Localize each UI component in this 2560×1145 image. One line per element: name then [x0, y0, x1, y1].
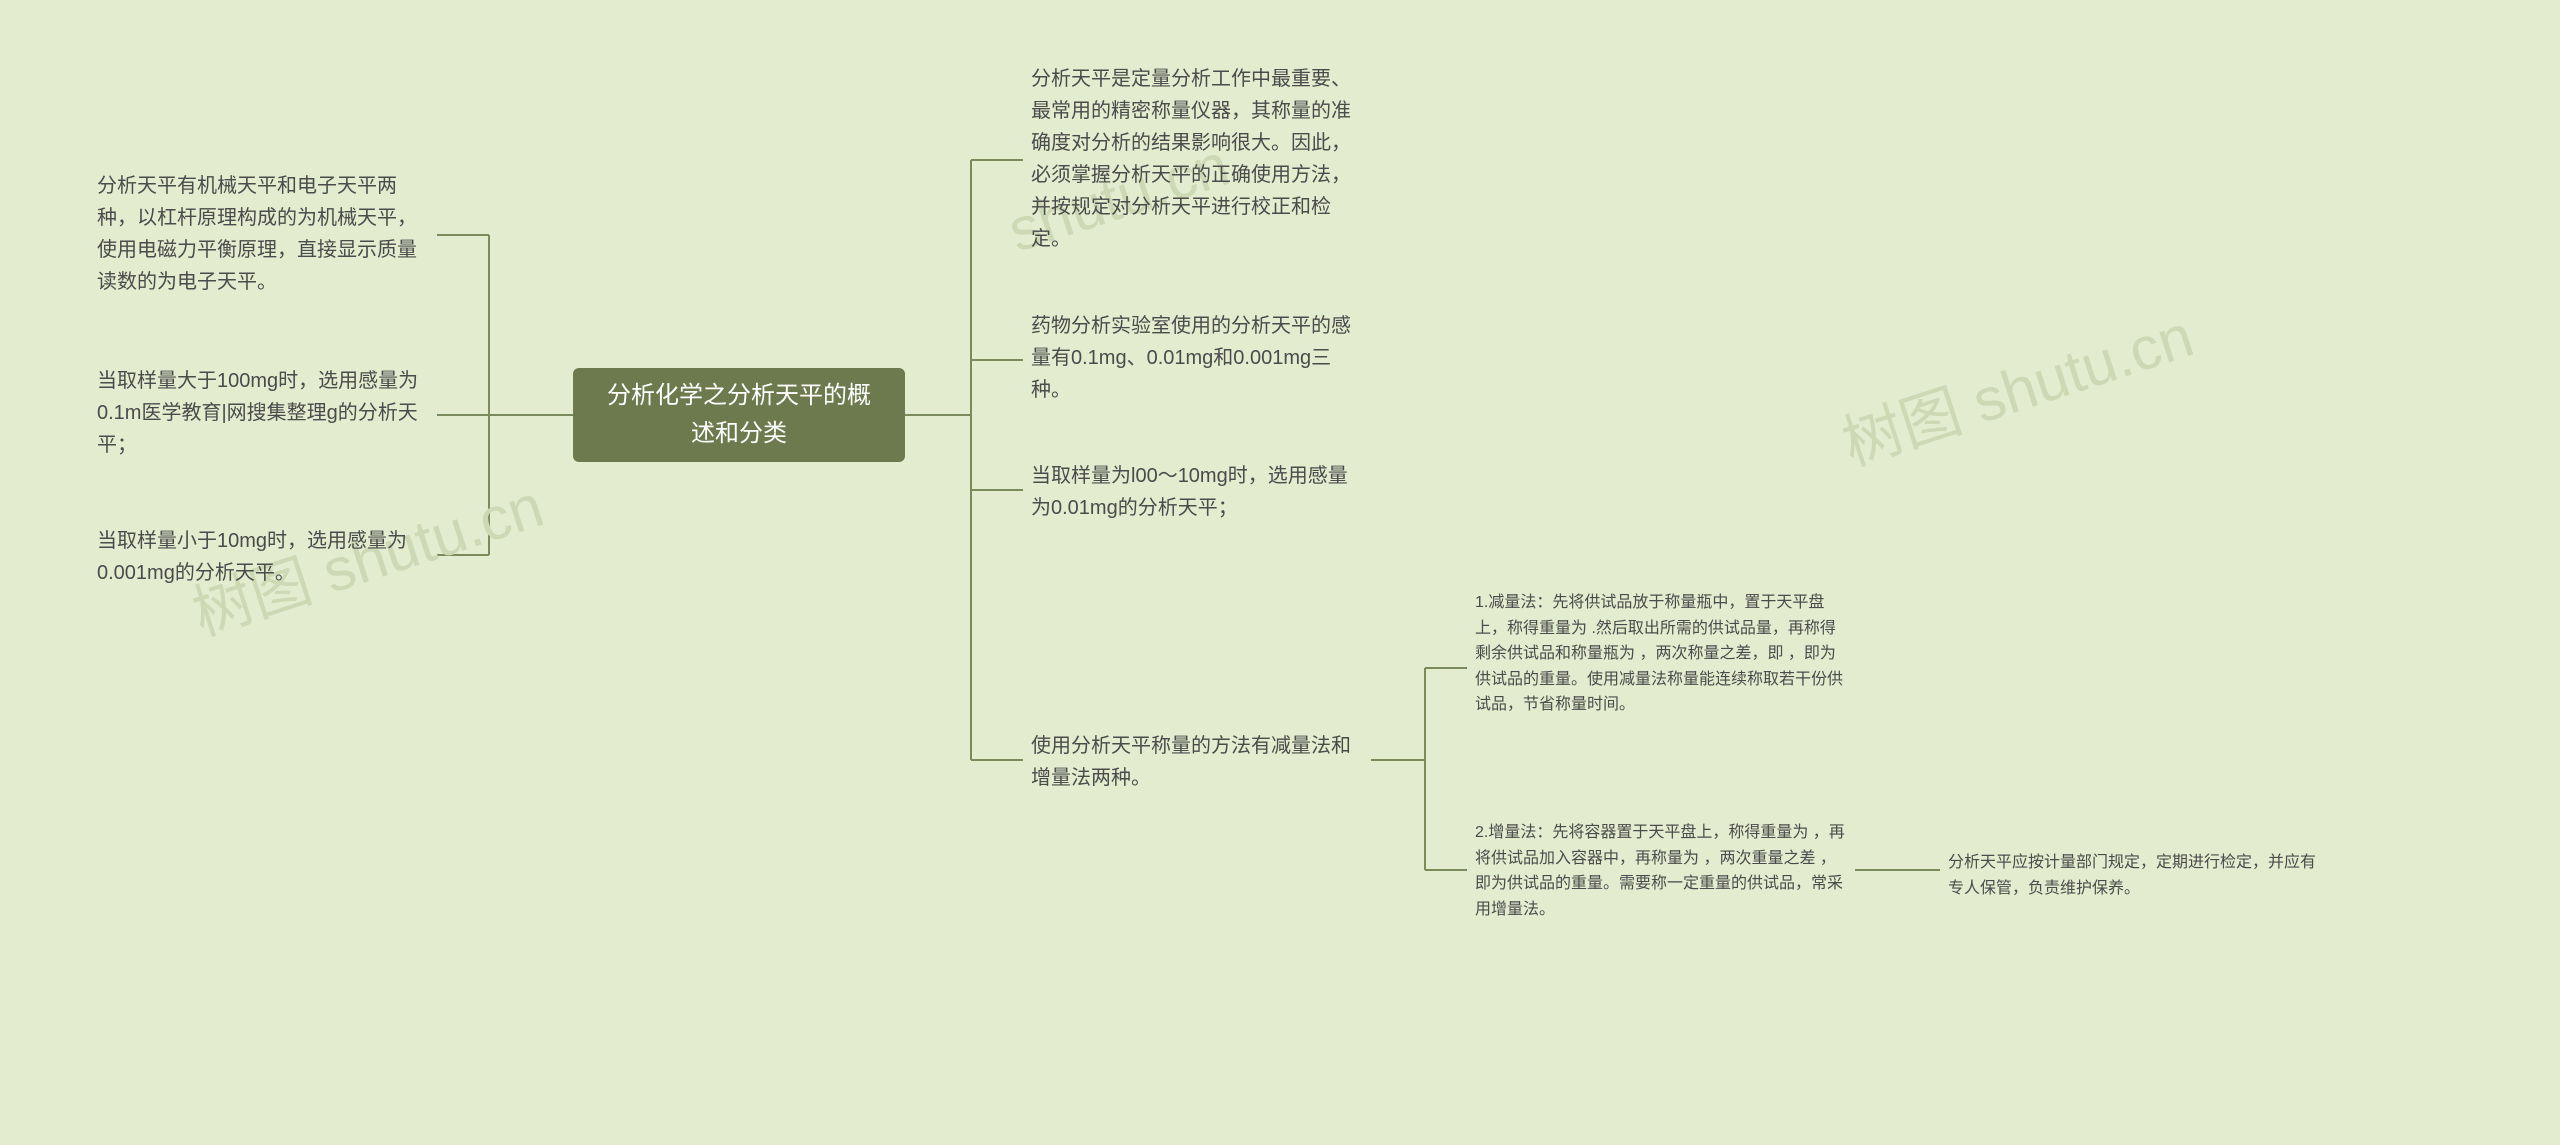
right-node-4a-text: 1.减量法：先将供试品放于称量瓶中，置于天平盘上，称得重量为 .然后取出所需的供… — [1475, 594, 1843, 713]
left-node-1-text: 分析天平有机械天平和电子天平两种，以杠杆原理构成的为机械天平，使用电磁力平衡原理… — [97, 175, 417, 293]
right-node-3: 当取样量为l00～10mg时，选用感量为0.01mg的分析天平； — [1031, 460, 1363, 524]
right-node-2: 药物分析实验室使用的分析天平的感量有0.1mg、0.01mg和0.001mg三种… — [1031, 310, 1363, 406]
left-node-1: 分析天平有机械天平和电子天平两种，以杠杆原理构成的为机械天平，使用电磁力平衡原理… — [97, 170, 429, 298]
right-node-4: 使用分析天平称量的方法有减量法和增量法两种。 — [1031, 730, 1363, 794]
right-node-1: 分析天平是定量分析工作中最重要、最常用的精密称量仪器，其称量的准确度对分析的结果… — [1031, 63, 1363, 255]
right-node-4-text: 使用分析天平称量的方法有减量法和增量法两种。 — [1031, 735, 1351, 789]
mindmap-canvas: 树图 shutu.cn shutu.cn 树图 shutu.cn 分析化学之分析… — [0, 0, 2560, 1145]
right-node-4b1: 分析天平应按计量部门规定，定期进行检定，并应有专人保管，负责维护保养。 — [1948, 850, 2316, 901]
center-node-text: 分析化学之分析天平的概述和分类 — [597, 377, 881, 454]
left-node-2: 当取样量大于100mg时，选用感量为0.1m医学教育|网搜集整理g的分析天平； — [97, 365, 429, 461]
center-node: 分析化学之分析天平的概述和分类 — [573, 368, 905, 462]
right-node-4b-text: 2.增量法：先将容器置于天平盘上，称得重量为 ，再将供试品加入容器中，再称量为 … — [1475, 824, 1845, 918]
left-node-3-text: 当取样量小于10mg时，选用感量为0.001mg的分析天平。 — [97, 530, 407, 584]
watermark-3: 树图 shutu.cn — [1830, 288, 2203, 483]
right-node-2-text: 药物分析实验室使用的分析天平的感量有0.1mg、0.01mg和0.001mg三种… — [1031, 315, 1351, 401]
right-node-4b: 2.增量法：先将容器置于天平盘上，称得重量为 ，再将供试品加入容器中，再称量为 … — [1475, 820, 1847, 922]
left-node-3: 当取样量小于10mg时，选用感量为0.001mg的分析天平。 — [97, 525, 429, 589]
right-node-1-text: 分析天平是定量分析工作中最重要、最常用的精密称量仪器，其称量的准确度对分析的结果… — [1031, 68, 1351, 250]
right-node-4b1-text: 分析天平应按计量部门规定，定期进行检定，并应有专人保管，负责维护保养。 — [1948, 854, 2316, 897]
left-node-2-text: 当取样量大于100mg时，选用感量为0.1m医学教育|网搜集整理g的分析天平； — [97, 370, 418, 456]
right-node-3-text: 当取样量为l00～10mg时，选用感量为0.01mg的分析天平； — [1031, 465, 1348, 519]
right-node-4a: 1.减量法：先将供试品放于称量瓶中，置于天平盘上，称得重量为 .然后取出所需的供… — [1475, 590, 1847, 718]
